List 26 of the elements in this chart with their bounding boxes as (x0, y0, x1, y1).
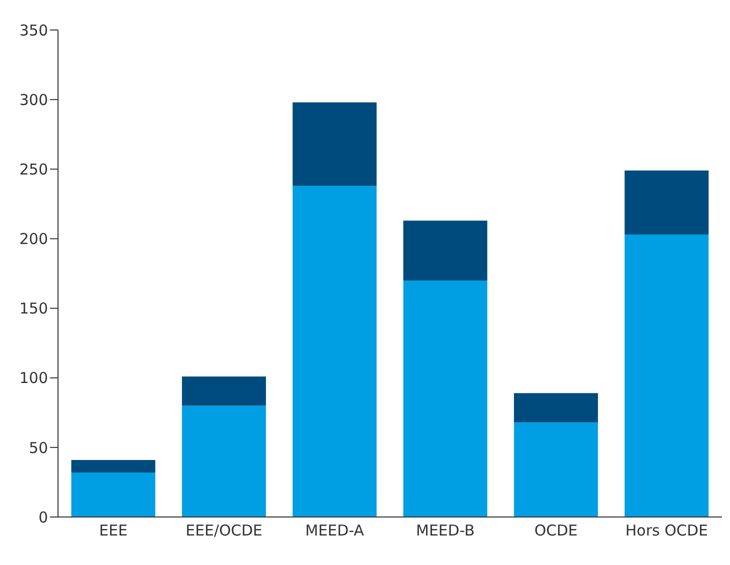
y-tick-label: 50 (28, 438, 48, 457)
bar (182, 406, 266, 517)
bar (292, 102, 377, 186)
bar (624, 234, 709, 517)
bar (403, 280, 488, 517)
y-tick-label: 350 (19, 21, 48, 40)
x-tick-label: MEED-A (305, 522, 365, 540)
x-tick-label: MEED-B (416, 522, 475, 540)
bar (71, 472, 156, 517)
y-tick-label: 100 (19, 369, 48, 388)
bar (403, 220, 488, 280)
bar (514, 393, 598, 422)
bar (292, 186, 377, 517)
bar (624, 170, 709, 235)
y-tick-label: 0 (38, 508, 48, 526)
y-tick-label: 200 (19, 230, 48, 248)
bar (514, 422, 598, 517)
x-tick-label: Hors OCDE (625, 522, 708, 540)
x-tick-label: OCDE (534, 522, 578, 540)
bar (182, 376, 266, 406)
y-tick-label: 250 (19, 160, 48, 178)
bar (71, 460, 156, 472)
y-tick-label: 300 (19, 90, 48, 109)
y-tick-label: 150 (19, 300, 48, 318)
x-tick-label: EEE (99, 522, 128, 540)
x-tick-label: EEE/OCDE (186, 522, 262, 540)
